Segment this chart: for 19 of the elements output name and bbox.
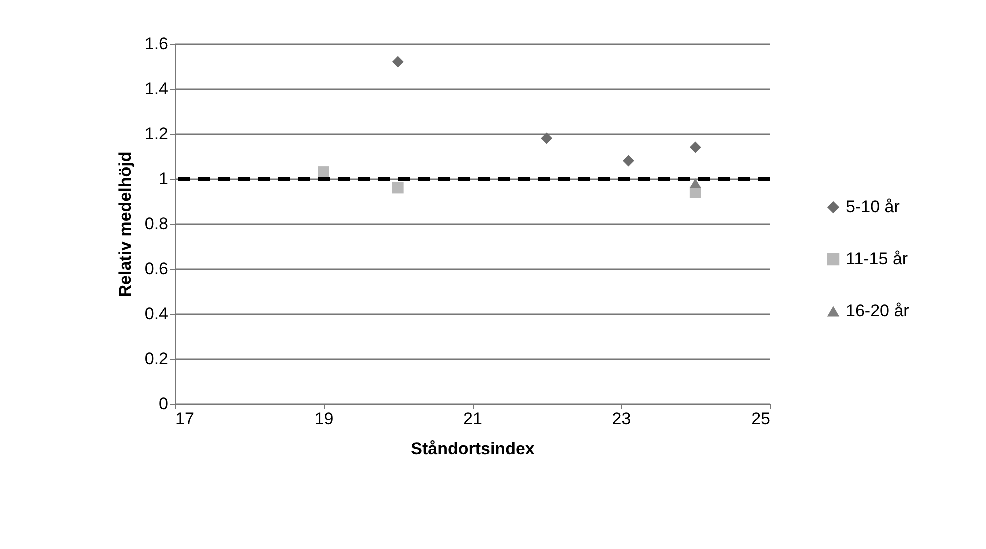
x-axis-title: Ståndortsindex: [411, 440, 536, 458]
y-tick-label: 1.2: [144, 124, 168, 144]
x-tick-label: 25: [752, 410, 770, 428]
y-tick-label: 1.4: [144, 80, 168, 98]
x-tick-label: 23: [612, 410, 632, 428]
y-tick-label: 0.6: [144, 260, 168, 278]
y-tick-label: 1.6: [144, 34, 168, 54]
y-tick-label: 0: [159, 394, 168, 414]
legend-label: 5-10 år: [846, 198, 900, 216]
x-tick-label: 21: [464, 410, 482, 428]
legend-label: 11-15 år: [846, 250, 908, 268]
y-tick-label: 0.4: [144, 304, 168, 324]
y-tick-label: 1: [159, 170, 168, 188]
x-tick-label: 17: [176, 410, 194, 428]
legend-label: 16-20 år: [846, 302, 910, 320]
x-tick-label: 19: [314, 410, 334, 428]
y-tick-label: 0.2: [144, 350, 168, 368]
y-axis-title: Relativ medelhöjd: [116, 152, 135, 298]
y-tick-label: 0.8: [144, 214, 168, 234]
